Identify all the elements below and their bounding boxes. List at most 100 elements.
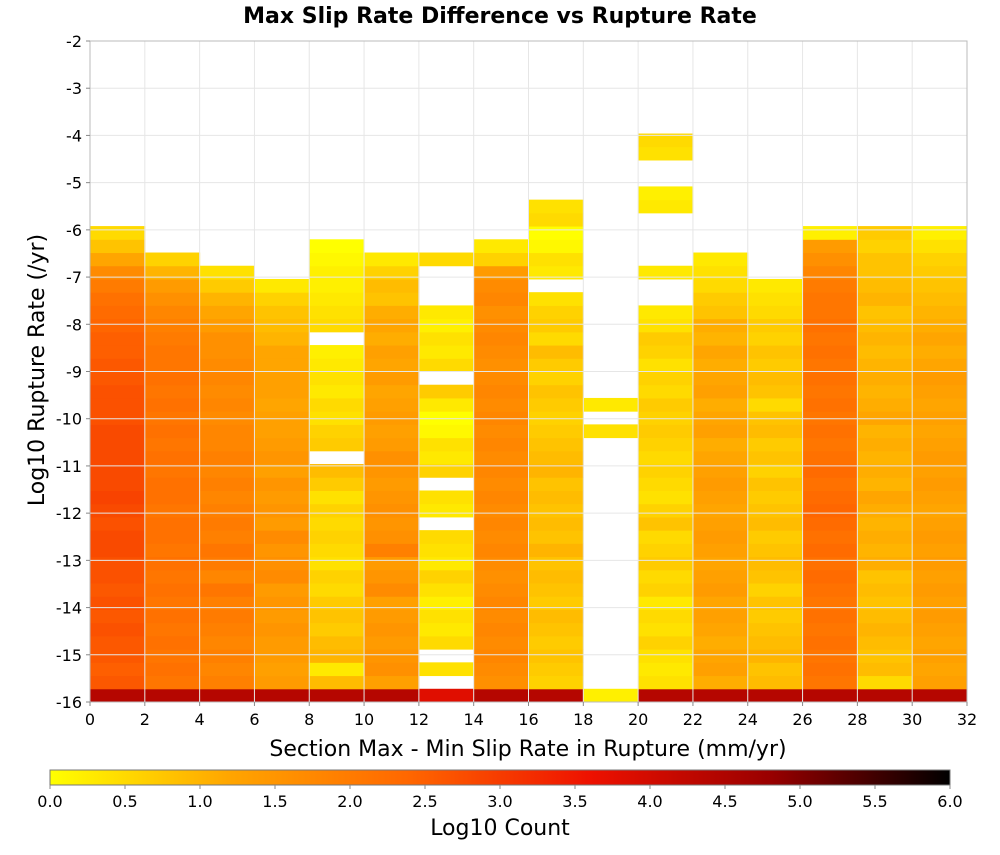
- heatmap-cell: [364, 543, 420, 558]
- heatmap-cell: [144, 292, 201, 306]
- heatmap-cell: [90, 292, 146, 306]
- heatmap-cell: [144, 583, 201, 597]
- heatmap-cell: [638, 411, 694, 425]
- y-tick-label: -9: [66, 363, 82, 382]
- heatmap-cell: [473, 622, 529, 637]
- heatmap-cell: [90, 397, 146, 412]
- y-tick-label: -4: [66, 126, 82, 145]
- heatmap-cell: [747, 464, 804, 478]
- heatmap-cell: [199, 556, 255, 571]
- heatmap-cell: [857, 543, 913, 558]
- heatmap-cell: [254, 305, 310, 320]
- x-tick-label: 6: [249, 710, 259, 729]
- heatmap-cell: [638, 397, 694, 412]
- heatmap-cell: [747, 503, 804, 518]
- heatmap-cell: [802, 292, 858, 306]
- heatmap-cell: [418, 345, 475, 359]
- heatmap-cell: [418, 662, 475, 677]
- heatmap-cell: [309, 252, 365, 267]
- heatmap-cell: [912, 397, 968, 412]
- heatmap-cell: [199, 292, 255, 306]
- heatmap-cell: [254, 477, 310, 491]
- heatmap-cell: [199, 358, 255, 372]
- heatmap-cell: [199, 331, 255, 346]
- heatmap-cell: [364, 556, 420, 571]
- colorbar-tick-label: 2.0: [337, 792, 362, 811]
- heatmap-cell: [309, 490, 365, 505]
- heatmap-cell: [638, 437, 694, 452]
- heatmap-cell: [309, 543, 365, 558]
- heatmap-cell: [912, 543, 968, 558]
- heatmap-cell: [418, 622, 475, 637]
- heatmap-cell: [528, 464, 584, 478]
- heatmap-cell: [144, 543, 201, 558]
- heatmap-cell: [638, 649, 694, 663]
- heatmap-cell: [912, 556, 968, 571]
- heatmap-cell: [418, 530, 475, 544]
- heatmap-cell: [199, 265, 255, 280]
- heatmap-cell: [144, 464, 201, 478]
- heatmap-cell: [254, 569, 310, 584]
- heatmap-cell: [254, 397, 310, 412]
- heatmap-cell: [199, 490, 255, 505]
- heatmap-cell: [309, 675, 365, 690]
- heatmap-cell: [912, 384, 968, 399]
- heatmap-cell: [473, 278, 529, 293]
- heatmap-cell: [528, 503, 584, 518]
- heatmap-cell: [254, 437, 310, 452]
- heatmap-cell: [309, 516, 365, 531]
- heatmap-cell: [144, 490, 201, 505]
- heatmap-cell: [857, 583, 913, 597]
- colorbar-tick-label: 0.0: [37, 792, 62, 811]
- heatmap-cell: [199, 397, 255, 412]
- heatmap-cell: [747, 278, 804, 293]
- heatmap-cell: [802, 662, 858, 677]
- heatmap-cell: [692, 477, 749, 491]
- heatmap-cell: [90, 265, 146, 280]
- heatmap-cell: [692, 516, 749, 531]
- heatmap-cell: [912, 318, 968, 333]
- heatmap-cell: [638, 609, 694, 624]
- x-tick-label: 30: [902, 710, 922, 729]
- heatmap-cell: [90, 477, 146, 491]
- heatmap-cell: [309, 503, 365, 518]
- heatmap-cell: [747, 490, 804, 505]
- heatmap-cell: [418, 358, 475, 372]
- heatmap-cell: [364, 252, 420, 267]
- heatmap-cell: [473, 424, 529, 439]
- heatmap-cell: [638, 450, 694, 465]
- heatmap-cell: [912, 583, 968, 597]
- heatmap-cell: [473, 450, 529, 465]
- heatmap-cell: [364, 688, 420, 703]
- heatmap-cell: [254, 675, 310, 690]
- heatmap-cell: [418, 252, 475, 267]
- heatmap-cell: [199, 688, 255, 703]
- heatmap-cell: [473, 596, 529, 610]
- heatmap-cell: [802, 305, 858, 320]
- heatmap-cell: [254, 424, 310, 439]
- heatmap-cell: [857, 662, 913, 677]
- heatmap-cell: [199, 411, 255, 425]
- heatmap-cell: [473, 292, 529, 306]
- heatmap-cell: [144, 556, 201, 571]
- y-tick-label: -13: [56, 551, 82, 570]
- y-tick-label: -5: [66, 174, 82, 193]
- heatmap-cell: [254, 278, 310, 293]
- heatmap-cell: [912, 635, 968, 650]
- heatmap-cell: [364, 265, 420, 280]
- heatmap-cell: [254, 609, 310, 624]
- heatmap-cell: [473, 411, 529, 425]
- heatmap-cell: [473, 503, 529, 518]
- heatmap-cell: [692, 649, 749, 663]
- heatmap-cell: [473, 662, 529, 677]
- chart-title: Max Slip Rate Difference vs Rupture Rate: [243, 4, 757, 29]
- heatmap-cell: [638, 186, 694, 201]
- heatmap-cell: [418, 411, 475, 425]
- heatmap-cell: [912, 530, 968, 544]
- heatmap-cell: [638, 622, 694, 637]
- heatmap-cell: [309, 424, 365, 439]
- heatmap-cell: [528, 371, 584, 386]
- heatmap-cell: [90, 358, 146, 372]
- heatmap-cell: [144, 649, 201, 663]
- heatmap-cell: [418, 688, 475, 703]
